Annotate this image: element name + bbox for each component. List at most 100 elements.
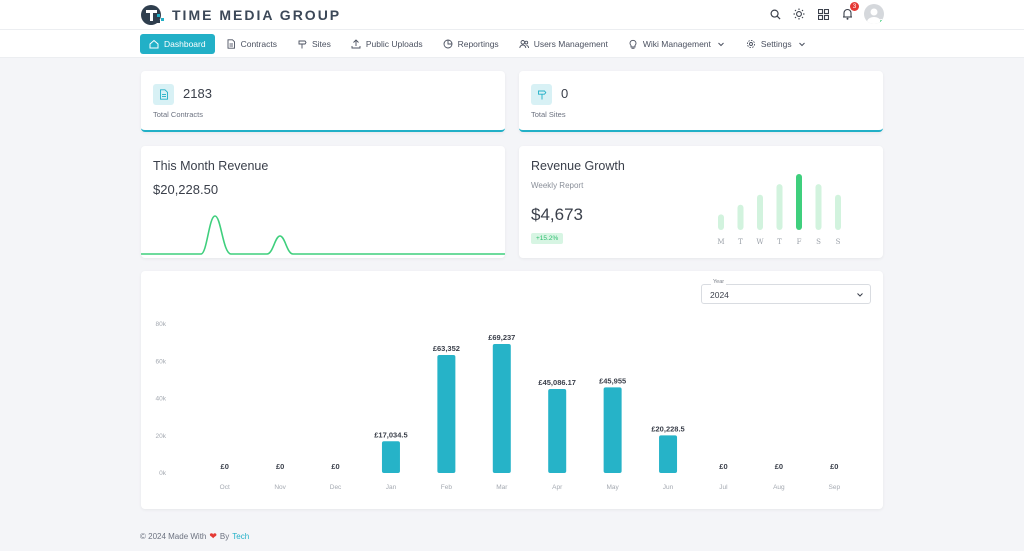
year-select-label: Year bbox=[711, 279, 727, 285]
home-icon bbox=[149, 39, 159, 48]
y-tick-label: 0k bbox=[159, 470, 167, 477]
nav-label: Dashboard bbox=[164, 38, 206, 49]
monthly-revenue-chart-card: Year 2024 0k 20k 40k 60k 80k £0 Oct £0 Nov £0 Dec £… bbox=[141, 271, 883, 509]
chart-bar[interactable] bbox=[437, 355, 456, 473]
weekday-label: S bbox=[836, 238, 841, 246]
footer-brand-link[interactable]: Tech bbox=[232, 532, 250, 541]
main-nav: Dashboard Contracts Sites Public Uploads… bbox=[0, 29, 1024, 58]
nav-label: Wiki Management bbox=[642, 38, 711, 49]
y-tick-label: 60k bbox=[156, 358, 167, 365]
month-revenue-card: This Month Revenue $20,228.50 bbox=[141, 146, 505, 258]
bulb-icon bbox=[629, 39, 637, 49]
nav-contracts[interactable]: Contracts bbox=[217, 34, 286, 54]
document-icon bbox=[227, 38, 235, 49]
bar-data-label: £0 bbox=[719, 462, 727, 471]
sun-icon[interactable] bbox=[792, 7, 806, 21]
x-tick-label: Sep bbox=[829, 484, 841, 491]
revenue-growth-title: Revenue Growth bbox=[531, 159, 625, 173]
month-revenue-title: This Month Revenue bbox=[153, 159, 269, 173]
x-tick-label: Jun bbox=[663, 484, 674, 491]
bar-data-label: £0 bbox=[221, 462, 229, 471]
x-tick-label: Aug bbox=[773, 484, 785, 491]
chart-bar[interactable] bbox=[548, 389, 567, 473]
bar-data-label: £0 bbox=[276, 462, 284, 471]
y-tick-label: 40k bbox=[156, 396, 167, 403]
revenue-growth-amount: $4,673 bbox=[531, 205, 583, 224]
gear-icon bbox=[746, 39, 755, 48]
chart-bar[interactable] bbox=[659, 435, 678, 473]
bell-icon bbox=[842, 8, 852, 20]
weekday-label: M bbox=[717, 238, 724, 246]
nav-label: Public Uploads bbox=[365, 38, 423, 49]
avatar[interactable] bbox=[864, 4, 884, 24]
y-tick-label: 80k bbox=[156, 321, 167, 328]
upload-icon bbox=[351, 38, 361, 48]
footer-by: By bbox=[219, 532, 230, 541]
brand-logo[interactable]: TIME MEDIA GROUP bbox=[140, 4, 341, 26]
chevron-down-icon bbox=[798, 42, 805, 46]
logo-mark-icon bbox=[141, 4, 164, 25]
notification-badge: 3 bbox=[850, 2, 859, 11]
monthly-revenue-bar-chart: 0k 20k 40k 60k 80k £0 Oct £0 Nov £0 Dec £17,034.5 Ja… bbox=[156, 321, 841, 491]
weekday-label: F bbox=[797, 238, 802, 246]
nav-reportings[interactable]: Reportings bbox=[434, 34, 508, 54]
brand-name: TIME MEDIA GROUP bbox=[172, 6, 342, 23]
nav-label: Contracts bbox=[240, 38, 277, 49]
growth-change-badge: +15.2% bbox=[531, 233, 564, 244]
top-bar: TIME MEDIA GROUP 3 bbox=[0, 0, 1024, 29]
x-tick-label: Nov bbox=[274, 484, 286, 491]
x-tick-label: Feb bbox=[441, 484, 453, 491]
chart-bar[interactable] bbox=[381, 441, 400, 473]
nav-label: Settings bbox=[760, 38, 792, 49]
document-icon bbox=[153, 84, 174, 105]
month-revenue-sparkline bbox=[141, 215, 505, 255]
revenue-growth-card: Revenue Growth Weekly Report $4,673 +15.… bbox=[519, 146, 883, 258]
nav-users-management[interactable]: Users Management bbox=[510, 34, 617, 54]
weekly-bar bbox=[835, 194, 841, 230]
weekly-bar bbox=[776, 184, 783, 230]
chart-bar[interactable] bbox=[492, 344, 511, 473]
total-contracts-label: Total Contracts bbox=[153, 110, 204, 119]
bar-data-label: £0 bbox=[775, 462, 783, 471]
pie-chart-icon bbox=[443, 39, 453, 48]
apps-grid-icon[interactable] bbox=[816, 7, 830, 21]
year-select-value: 2024 bbox=[710, 290, 729, 300]
x-tick-label: Mar bbox=[496, 484, 508, 491]
weekly-bar bbox=[815, 184, 822, 230]
bar-data-label: £45,955 bbox=[599, 376, 626, 385]
nav-label: Reportings bbox=[457, 38, 499, 49]
chevron-down-icon bbox=[718, 42, 724, 46]
signpost-icon bbox=[298, 40, 307, 48]
bar-data-label: £20,228.5 bbox=[651, 424, 684, 433]
y-tick-label: 20k bbox=[156, 433, 167, 440]
weekly-bar bbox=[737, 204, 744, 230]
nav-settings[interactable]: Settings bbox=[737, 34, 816, 54]
x-tick-label: Jan bbox=[386, 484, 397, 491]
nav-dashboard[interactable]: Dashboard bbox=[140, 33, 215, 54]
bar-data-label: £63,352 bbox=[433, 344, 460, 353]
total-contracts-value: 2183 bbox=[183, 86, 212, 101]
chart-bar[interactable] bbox=[603, 387, 622, 473]
bar-data-label: £69,237 bbox=[488, 333, 515, 342]
revenue-growth-subtitle: Weekly Report bbox=[531, 181, 584, 190]
x-tick-label: Apr bbox=[552, 484, 563, 491]
nav-public-uploads[interactable]: Public Uploads bbox=[342, 34, 432, 54]
total-sites-label: Total Sites bbox=[531, 110, 566, 119]
bar-data-label: £0 bbox=[331, 462, 339, 471]
nav-sites[interactable]: Sites bbox=[288, 34, 340, 54]
nav-label: Sites bbox=[311, 38, 331, 49]
bar-data-label: £45,086.17 bbox=[538, 378, 576, 387]
nav-wiki-management[interactable]: Wiki Management bbox=[619, 34, 735, 54]
weekly-bar bbox=[757, 194, 763, 230]
total-contracts-card: 2183 Total Contracts bbox=[141, 71, 505, 132]
weekday-label: T bbox=[777, 238, 782, 246]
search-icon[interactable] bbox=[768, 7, 782, 21]
weekly-bar bbox=[796, 174, 802, 230]
users-icon bbox=[519, 39, 529, 48]
notifications-button[interactable]: 3 bbox=[840, 2, 859, 21]
year-select[interactable]: Year 2024 bbox=[701, 279, 871, 304]
bar-data-label: £0 bbox=[830, 462, 838, 471]
heart-icon: ❤ bbox=[209, 531, 217, 541]
nav-label: Users Management bbox=[533, 38, 608, 49]
total-sites-value: 0 bbox=[561, 86, 569, 101]
